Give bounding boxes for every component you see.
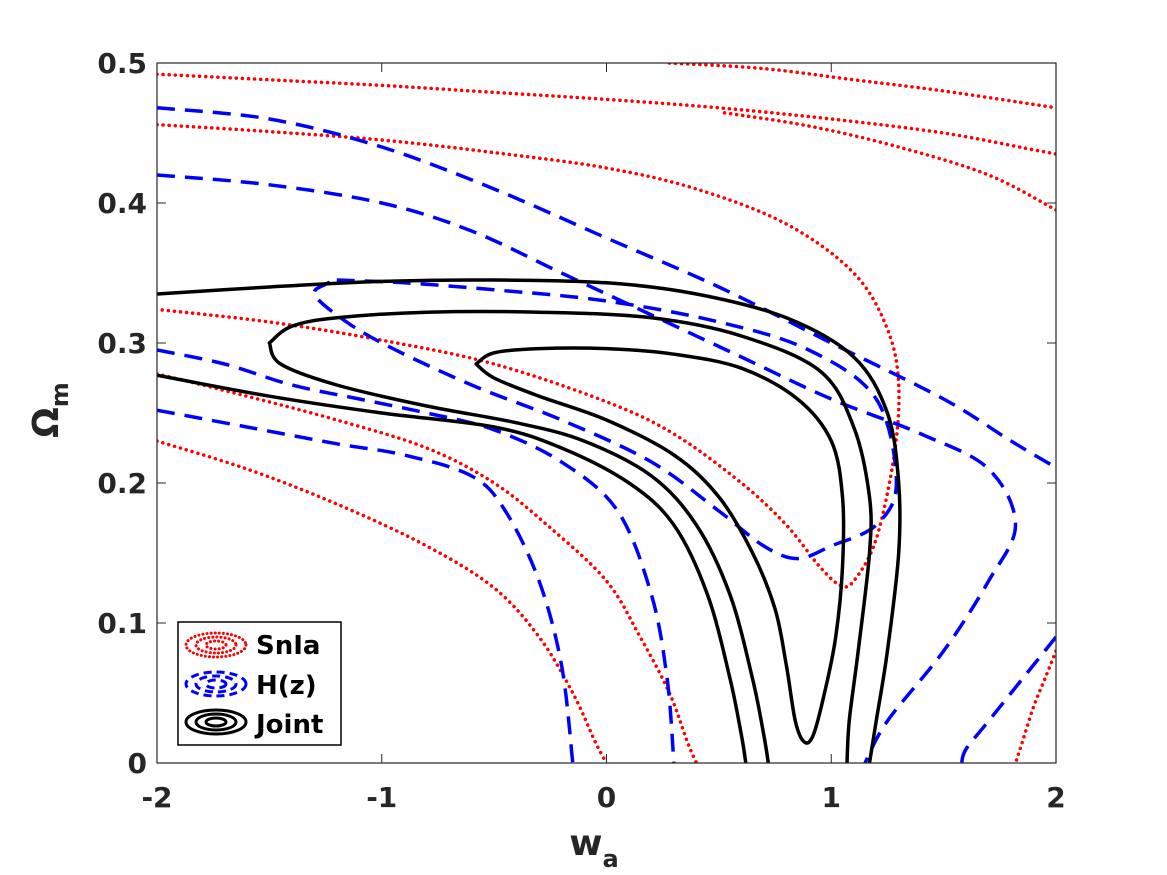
series-joint [157, 278, 902, 763]
legend-swatch-ring [184, 708, 248, 736]
legend-swatches [184, 631, 248, 736]
contour-snia-4 [717, 110, 1056, 212]
contour-snia-5 [157, 439, 609, 763]
x-tick-label: 2 [1046, 781, 1065, 814]
legend-swatch-ring [194, 635, 238, 655]
legend-label-hz: H(z) [256, 671, 317, 701]
legend-swatch-ring [194, 712, 238, 732]
contour-hz-4 [157, 348, 676, 763]
y-axis-label: Ωm [26, 382, 74, 438]
legend-swatch-hz [184, 670, 248, 698]
y-tick-label: 0.2 [97, 467, 147, 500]
series-hz [157, 106, 1056, 763]
contour-snia-2 [667, 63, 1056, 110]
ticks-layer: -2 -1 0 1 2 0 0.1 0.2 0.3 0.4 0.5 [97, 47, 1065, 814]
legend-swatch-ring [184, 670, 248, 698]
contour-joint-2 [157, 373, 748, 763]
legend-box [177, 621, 342, 746]
y-axis-label-sub: m [46, 382, 74, 407]
legend-swatch-ring [184, 631, 248, 659]
contour-snia-6 [157, 372, 699, 763]
x-axis-label-sub: a [603, 845, 619, 873]
y-tick-label: 0 [128, 747, 147, 780]
legend-label-joint: Joint [254, 710, 323, 740]
series-layer [157, 63, 1056, 763]
y-tick-label: 0.3 [97, 327, 147, 360]
x-tick-label: -2 [141, 781, 172, 814]
legend: SnIa H(z) Joint [177, 621, 342, 746]
contour-hz-5 [157, 408, 575, 763]
y-tick-label: 0.4 [97, 187, 147, 220]
legend-label-snia: SnIa [256, 631, 320, 661]
legend-swatch-ring [204, 716, 228, 728]
legend-swatch-joint [184, 708, 248, 736]
contour-snia-7 [1013, 649, 1056, 763]
x-tick-label: 0 [597, 781, 616, 814]
x-tick-label: 1 [822, 781, 841, 814]
x-axis-label: wa [569, 823, 618, 873]
legend-swatch-ring [204, 639, 228, 651]
contour-hz-3 [312, 278, 899, 561]
contour-hz-1 [157, 106, 1056, 470]
contour-hz-2 [157, 173, 1018, 763]
contour-joint-4 [267, 341, 771, 763]
contour-snia-1 [157, 72, 1056, 156]
y-tick-label: 0.5 [97, 47, 147, 80]
series-snia [157, 63, 1056, 763]
legend-swatch-snia [184, 631, 248, 659]
legend-swatch-ring [204, 678, 228, 690]
y-tick-label: 0.1 [97, 607, 147, 640]
contour-hz-6 [959, 635, 1056, 763]
contour-joint-5 [474, 346, 846, 745]
contour-joint-3 [267, 309, 873, 763]
x-tick-label: -1 [366, 781, 397, 814]
contour-joint-1 [157, 278, 902, 763]
legend-swatch-ring [194, 674, 238, 694]
x-axis-label-main: w [569, 823, 602, 864]
y-axis-label-main: Ω [26, 407, 67, 438]
